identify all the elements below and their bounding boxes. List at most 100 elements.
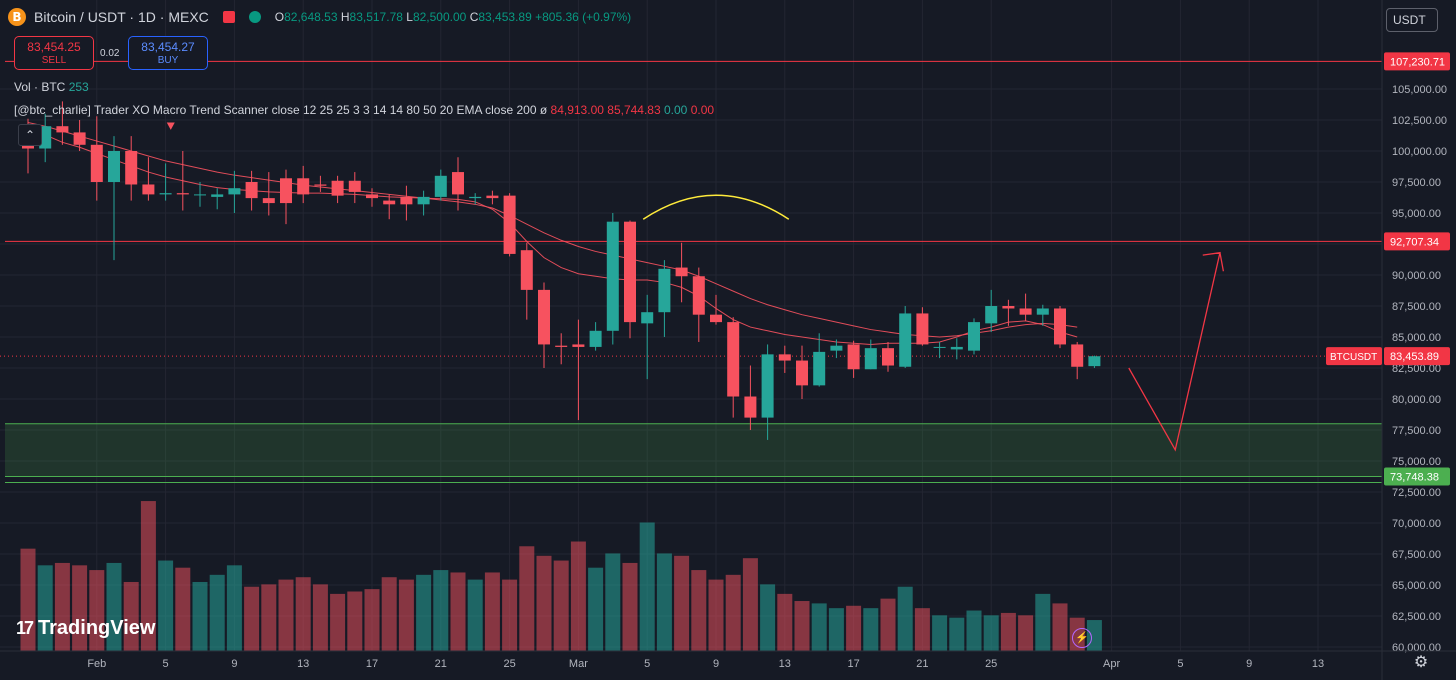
volume-bar [897, 586, 913, 651]
candle[interactable] [245, 170, 258, 211]
buy-button[interactable]: 83,454.27 BUY [128, 36, 208, 70]
candle[interactable] [761, 344, 774, 440]
candle[interactable] [503, 193, 516, 257]
candle[interactable] [744, 365, 757, 430]
sell-label: SELL [41, 55, 67, 66]
candle[interactable] [933, 341, 946, 359]
candle[interactable] [641, 294, 654, 380]
candle[interactable] [211, 188, 224, 210]
candle[interactable] [1019, 293, 1032, 321]
lightning-icon[interactable]: ⚡ [1072, 628, 1092, 648]
time-tick-label: 17 [847, 658, 859, 670]
candle[interactable] [624, 220, 636, 339]
candle[interactable] [864, 339, 877, 370]
candle[interactable] [899, 306, 912, 368]
candle[interactable] [108, 136, 120, 261]
volume-bar [278, 579, 294, 651]
candle[interactable] [692, 267, 705, 342]
candle[interactable] [727, 317, 740, 418]
candle[interactable] [262, 172, 275, 216]
candle[interactable] [331, 175, 344, 204]
support-zone[interactable] [5, 423, 1382, 477]
candle[interactable] [572, 319, 585, 421]
candle[interactable] [555, 333, 568, 365]
candle[interactable] [950, 338, 963, 360]
candle[interactable] [830, 339, 843, 359]
indicator-value-1: 84,913.00 [550, 103, 604, 117]
candle[interactable] [142, 157, 155, 201]
candle[interactable] [73, 120, 86, 151]
candle[interactable] [1071, 341, 1084, 380]
volume-bar [37, 565, 53, 651]
price-axis[interactable] [1382, 0, 1456, 680]
price-tick-label: 95,000.00 [1392, 208, 1441, 220]
indicator-legend[interactable]: [@btc_charlie] Trader XO Macro Trend Sca… [14, 103, 714, 117]
candle[interactable] [297, 165, 310, 204]
candle-body [142, 184, 155, 195]
projection-arrow[interactable] [1128, 251, 1225, 452]
volume-bar [381, 577, 397, 651]
candle[interactable] [538, 282, 550, 368]
candle[interactable] [916, 307, 929, 346]
candle[interactable] [847, 340, 860, 378]
symbol-title[interactable]: Bitcoin / USDT · 1D · MEXC [34, 9, 209, 25]
candle[interactable] [1002, 299, 1015, 326]
candle[interactable] [228, 170, 241, 213]
price-tick-label: 90,000.00 [1392, 270, 1441, 282]
candle-body [90, 144, 103, 182]
candle[interactable] [882, 341, 894, 372]
candle[interactable] [125, 136, 138, 201]
candle[interactable] [90, 116, 103, 201]
candle[interactable] [383, 194, 396, 220]
candle-body [796, 360, 808, 386]
candle[interactable] [606, 213, 619, 345]
candle[interactable] [469, 193, 482, 205]
volume-legend[interactable]: Vol · BTC 253 [14, 80, 89, 94]
candle[interactable] [796, 345, 808, 399]
candle-body [486, 195, 499, 199]
candle-body [469, 196, 482, 199]
candle[interactable] [348, 172, 361, 204]
volume-bar [519, 546, 535, 651]
currency-button[interactable]: USDT [1386, 8, 1438, 32]
gear-icon[interactable]: ⚙ [1413, 654, 1429, 671]
candle[interactable] [985, 289, 998, 333]
time-tick-label: 21 [435, 658, 447, 670]
candle-body [882, 348, 894, 366]
time-tick-label: 5 [163, 658, 169, 670]
candle[interactable] [314, 175, 327, 192]
candle[interactable] [280, 169, 292, 225]
candle[interactable] [486, 190, 499, 205]
candle-body [675, 267, 688, 277]
candle[interactable] [434, 169, 447, 201]
candle[interactable] [366, 188, 378, 207]
yellow-annotation-arc[interactable] [642, 194, 790, 220]
chevron-up-icon[interactable]: ⌃ [18, 124, 42, 146]
candle-body [933, 346, 946, 348]
candles [22, 101, 1101, 440]
candle[interactable] [1054, 306, 1066, 349]
candle[interactable] [56, 101, 69, 145]
candle[interactable] [675, 242, 688, 303]
candle[interactable] [778, 345, 791, 373]
candle[interactable] [813, 333, 826, 387]
candle[interactable] [39, 113, 52, 163]
candle[interactable] [589, 322, 602, 351]
volume-bar [691, 570, 707, 651]
candle[interactable] [452, 157, 464, 211]
symbol-tag [1326, 347, 1382, 366]
candle[interactable] [194, 182, 206, 207]
candle[interactable] [968, 318, 980, 355]
candle[interactable] [1036, 304, 1049, 326]
candle[interactable] [417, 190, 430, 216]
candle[interactable] [176, 151, 189, 211]
time-tick-label: 9 [231, 658, 237, 670]
candle[interactable] [658, 260, 671, 337]
candle[interactable] [520, 242, 533, 320]
candle[interactable] [159, 163, 172, 201]
candle[interactable] [400, 185, 413, 221]
candle[interactable] [710, 294, 722, 325]
sell-button[interactable]: 83,454.25 SELL [14, 36, 94, 70]
candle[interactable] [1088, 355, 1101, 368]
